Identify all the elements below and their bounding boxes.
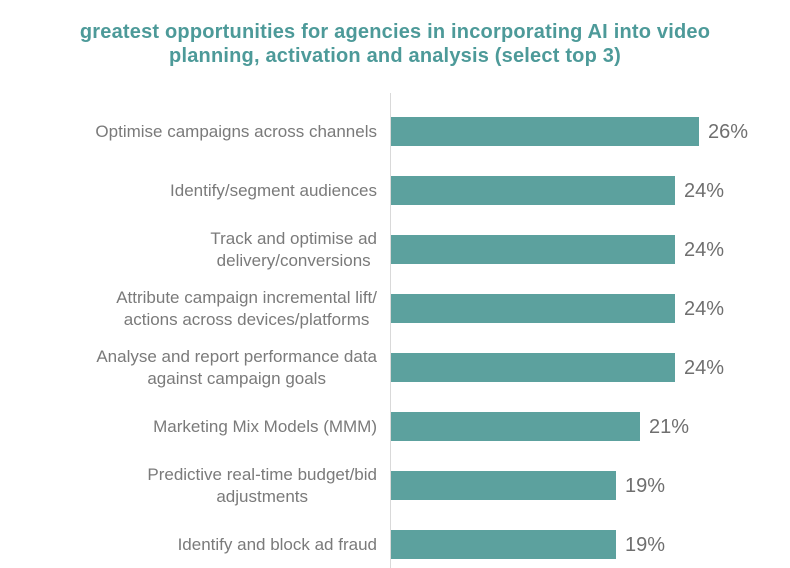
bar-cell: 24%: [391, 338, 790, 397]
bar-row: Predictive real-time budget/bid adjustme…: [0, 456, 790, 515]
bar: [391, 412, 640, 441]
bar: [391, 235, 675, 264]
category-label: Attribute campaign incremental lift/ act…: [116, 287, 377, 329]
category-label-cell: Attribute campaign incremental lift/ act…: [0, 287, 391, 331]
bar-cell: 24%: [391, 279, 790, 338]
category-label: Identify/segment audiences: [170, 180, 377, 200]
value-label: 26%: [708, 120, 749, 143]
category-label: Optimise campaigns across channels: [95, 121, 377, 141]
category-label: Predictive real-time budget/bid adjustme…: [147, 464, 377, 506]
bar-cell: 24%: [391, 161, 790, 220]
category-label-cell: Optimise campaigns across channels: [0, 121, 391, 143]
value-label: 24%: [684, 356, 725, 379]
category-label: Marketing Mix Models (MMM): [153, 416, 377, 436]
y-axis-line: [390, 93, 391, 568]
value-label: 24%: [684, 297, 725, 320]
bar: [391, 353, 675, 382]
bar-row: Optimise campaigns across channels 26%: [0, 102, 790, 161]
bar-cell: 21%: [391, 397, 790, 456]
bar-cell: 24%: [391, 220, 790, 279]
category-label: Analyse and report performance data agai…: [96, 346, 377, 388]
category-label-cell: Identify and block ad fraud: [0, 534, 391, 556]
bar: [391, 471, 616, 500]
bar-row: Identify/segment audiences 24%: [0, 161, 790, 220]
bar-row: Attribute campaign incremental lift/ act…: [0, 279, 790, 338]
bar-cell: 19%: [391, 456, 790, 515]
bar-cell: 26%: [391, 102, 790, 161]
bar: [391, 530, 616, 559]
value-label: 19%: [625, 533, 666, 556]
bar-row: Analyse and report performance data agai…: [0, 338, 790, 397]
category-label: Identify and block ad fraud: [177, 534, 377, 554]
bar-row: Identify and block ad fraud 19%: [0, 515, 790, 568]
value-label: 21%: [649, 415, 690, 438]
category-label-cell: Predictive real-time budget/bid adjustme…: [0, 464, 391, 508]
value-label: 19%: [625, 474, 666, 497]
category-label-cell: Identify/segment audiences: [0, 180, 391, 202]
value-label: 24%: [684, 238, 725, 261]
bar-rows: Optimise campaigns across channels 26% Ide…: [0, 102, 790, 568]
category-label-cell: Track and optimise ad delivery/conversio…: [0, 228, 391, 272]
category-label-cell: Analyse and report performance data agai…: [0, 346, 391, 390]
bar-cell: 19%: [391, 515, 790, 568]
bar-row: Track and optimise ad delivery/conversio…: [0, 220, 790, 279]
category-label: Track and optimise ad delivery/conversio…: [210, 228, 377, 270]
bar: [391, 176, 675, 205]
value-label: 24%: [684, 179, 725, 202]
bar: [391, 294, 675, 323]
bar: [391, 117, 699, 146]
chart-title: greatest opportunities for agencies in i…: [79, 21, 711, 67]
category-label-cell: Marketing Mix Models (MMM): [0, 416, 391, 438]
bar-row: Marketing Mix Models (MMM) 21%: [0, 397, 790, 456]
